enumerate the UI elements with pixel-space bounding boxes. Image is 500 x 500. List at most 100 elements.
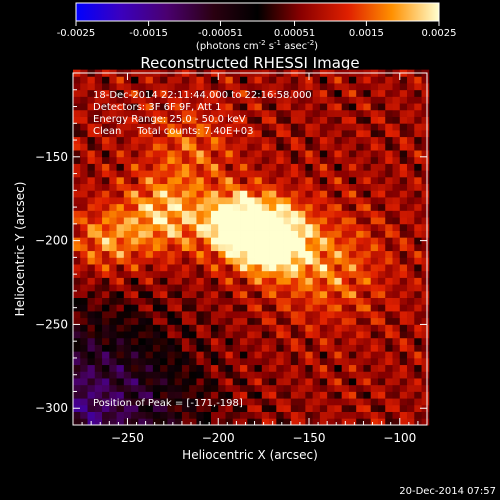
heatmap-cell [116, 230, 125, 238]
heatmap-cell [181, 257, 190, 265]
heatmap-cell [407, 384, 415, 392]
heatmap-cell [348, 357, 357, 366]
heatmap-cell [363, 210, 372, 218]
heatmap-cell [254, 378, 263, 386]
heatmap-cell [247, 170, 255, 178]
heatmap-cell [261, 190, 270, 198]
heatmap-cell [276, 83, 284, 91]
heatmap-cell [131, 150, 139, 158]
heatmap-cell [189, 311, 197, 319]
heatmap-cell [116, 398, 125, 406]
heatmap-cell [276, 243, 284, 252]
heatmap-cell [181, 391, 190, 399]
heatmap-cell [232, 109, 241, 117]
heatmap-cell [399, 284, 408, 292]
heatmap-cell [181, 404, 190, 412]
heatmap-cell [181, 116, 190, 124]
heatmap-cell [174, 156, 183, 164]
heatmap-cell [421, 76, 430, 84]
heatmap-cell [225, 203, 234, 211]
heatmap-cell [377, 364, 386, 372]
heatmap-cell [167, 270, 176, 278]
heatmap-cell [327, 156, 335, 164]
heatmap-cell [145, 237, 154, 245]
heatmap-cell [341, 304, 350, 312]
heatmap-cell [94, 371, 103, 379]
heatmap-cell [145, 76, 154, 84]
heatmap-cell [210, 270, 219, 278]
heatmap-cell [290, 190, 299, 198]
heatmap-cell [377, 324, 386, 332]
heatmap-cell [341, 83, 350, 91]
heatmap-cell [174, 277, 183, 285]
heatmap-cell [298, 230, 306, 238]
heatmap-cell [196, 83, 205, 91]
heatmap-cell [102, 364, 110, 372]
heatmap-cell [218, 277, 226, 285]
heatmap-cell [348, 270, 357, 278]
heatmap-cell [319, 170, 328, 178]
heatmap-cell [377, 398, 386, 406]
heatmap-cell [225, 143, 234, 151]
heatmap-cell [196, 116, 205, 124]
heatmap-cell [189, 109, 197, 117]
heatmap-cell [399, 197, 408, 205]
heatmap-cell [240, 337, 248, 345]
heatmap-cell [240, 243, 248, 252]
heatmap-cell [319, 337, 328, 345]
heatmap-cell [152, 230, 161, 238]
heatmap-cell [399, 398, 408, 406]
heatmap-cell [109, 317, 117, 325]
heatmap-cell [254, 217, 263, 225]
heatmap-cell [152, 183, 161, 191]
heatmap-cell [73, 277, 81, 285]
heatmap-cell [131, 297, 139, 305]
heatmap-cell [298, 398, 306, 406]
annotation-detectors: Detectors: 3F 6F 9F, Att 1 [93, 102, 221, 113]
heatmap-cell [348, 150, 357, 158]
heatmap-cell [240, 150, 248, 158]
heatmap-cell [334, 210, 343, 218]
heatmap-cell [269, 89, 277, 97]
heatmap-cell [261, 197, 270, 205]
heatmap-cell [392, 170, 401, 178]
heatmap-cell [152, 297, 161, 305]
heatmap-cell [94, 398, 103, 406]
heatmap-cell [269, 103, 277, 111]
heatmap-cell [414, 83, 422, 91]
heatmap-cell [407, 357, 415, 366]
heatmap-cell [254, 103, 263, 111]
heatmap-cell [167, 290, 176, 298]
heatmap-cell [87, 163, 96, 171]
heatmap-cell [312, 264, 321, 272]
heatmap-cell [116, 344, 125, 352]
heatmap-cell [399, 324, 408, 332]
heatmap-cell [87, 123, 96, 131]
heatmap-cell [189, 156, 197, 164]
heatmap-cell [210, 344, 219, 352]
heatmap-cell [356, 290, 364, 298]
heatmap-cell [189, 76, 197, 84]
heatmap-cell [160, 203, 168, 211]
heatmap-cell [232, 264, 241, 272]
heatmap-cell [102, 210, 110, 218]
heatmap-cell [414, 331, 422, 339]
heatmap-cell [334, 123, 343, 131]
heatmap-cell [123, 270, 132, 278]
heatmap-cell [392, 311, 401, 319]
heatmap-cell [414, 143, 422, 151]
heatmap-cell [283, 404, 292, 412]
heatmap-cell [102, 378, 110, 386]
heatmap-cell [363, 277, 372, 285]
annotation-time: 18-Dec-2014 22:11:44.000 to 22:16:58.000 [93, 90, 312, 101]
heatmap-cell [363, 243, 372, 252]
heatmap-cell [218, 344, 226, 352]
heatmap-cell [109, 150, 117, 158]
heatmap-cell [131, 284, 139, 292]
heatmap-cell [167, 76, 176, 84]
heatmap-cell [152, 364, 161, 372]
heatmap-cell [298, 156, 306, 164]
heatmap-cell [269, 311, 277, 319]
heatmap-cell [240, 404, 248, 412]
heatmap-cell [305, 337, 314, 345]
